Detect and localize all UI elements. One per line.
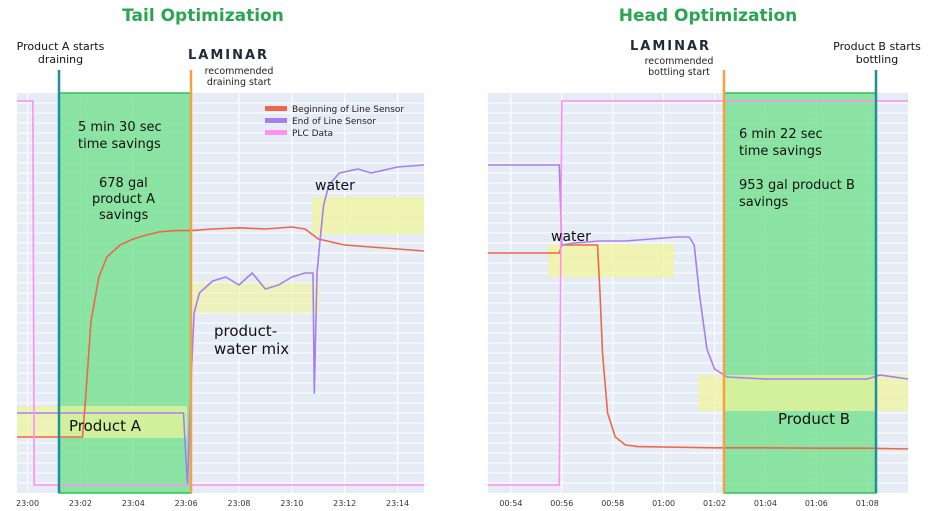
left-x-tick-label: 23:04 [122, 499, 145, 508]
right-savings-line2: time savings [739, 144, 822, 159]
left-water-highlight [312, 197, 424, 234]
right-panel-title: Head Optimization [618, 6, 798, 26]
left-x-tick-label: 23:00 [16, 499, 39, 508]
right-savings-line4: savings [739, 195, 789, 210]
legend-label-plc: PLC Data [292, 129, 333, 139]
left-x-tick-label: 23:14 [386, 499, 409, 508]
legend-swatch-begin [265, 106, 287, 111]
right-x-tick-label: 00:54 [499, 499, 522, 508]
left-x-tick-label: 23:06 [175, 499, 198, 508]
laminar-sub-right-line2: bottling start [648, 67, 710, 78]
right-chart: 00:54 00:56 00:58 01:00 01:02 01:04 01:06 01:08… [488, 70, 909, 508]
laminar-sub-left-line2: draining start [206, 77, 272, 88]
laminar-sub-left: recommended draining start [194, 66, 284, 88]
legend-swatch-plc [265, 130, 287, 135]
left-water-label: water [315, 178, 355, 194]
left-series-lines [17, 100, 425, 486]
right-water-highlight [548, 244, 674, 277]
right-product-highlight [698, 375, 908, 411]
product-a-starts-label: Product A starts draining [8, 40, 113, 66]
left-product-highlight [17, 406, 187, 438]
left-x-tick-label: 23:12 [333, 499, 356, 508]
right-series-plc-data [488, 100, 908, 486]
right-x-tick-label: 01:04 [754, 499, 777, 508]
right-water-label: water [551, 229, 591, 245]
product-b-starts-line2: bottling [855, 53, 899, 66]
right-x-axis: 00:54 00:56 00:58 01:00 01:02 01:04 01:06 01:08 [499, 499, 878, 508]
right-x-tick-label: 00:56 [550, 499, 573, 508]
product-b-starts-label: Product B starts bottling [822, 40, 932, 66]
left-savings-line5: savings [99, 208, 149, 223]
product-a-starts-line2: draining [37, 53, 84, 66]
left-product-label: Product A [69, 417, 142, 435]
right-product-label: Product B [778, 410, 850, 428]
right-series-lines [488, 100, 909, 486]
right-series-end-of-line-sensor [488, 164, 909, 380]
laminar-sub-right: recommended bottling start [634, 56, 724, 78]
right-x-tick-label: 01:08 [856, 499, 879, 508]
left-savings-line1: 5 min 30 sec [78, 120, 162, 135]
left-savings-line4: product A [92, 192, 155, 207]
left-mix-label-line2: water mix [214, 340, 289, 358]
product-b-starts-line1: Product B starts [833, 40, 921, 53]
left-x-tick-label: 23:10 [280, 499, 303, 508]
left-savings-line3: 678 gal [99, 176, 148, 191]
product-a-starts-line1: Product A starts [16, 40, 105, 53]
left-series-plc-data [17, 100, 424, 486]
left-series-beginning-of-line-sensor [17, 226, 425, 438]
left-legend: Beginning of Line Sensor End of Line Sen… [265, 105, 404, 139]
left-x-tick-label: 23:08 [227, 499, 250, 508]
left-panel-title: Tail Optimization [122, 6, 284, 26]
legend-swatch-end [265, 118, 287, 123]
legend-label-end: End of Line Sensor [292, 117, 376, 127]
right-savings-line3: 953 gal product B [739, 178, 855, 193]
left-x-tick-label: 23:02 [69, 499, 92, 508]
left-chart: 23:00 23:02 23:04 23:06 23:08 23:10 23:12 23:14… [16, 70, 425, 508]
laminar-sub-left-line1: recommended [204, 66, 274, 77]
right-x-tick-label: 00:58 [601, 499, 624, 508]
right-savings-zone [724, 93, 876, 493]
right-savings-line1: 6 min 22 sec [739, 127, 823, 142]
left-series-end-of-line-sensor [17, 164, 425, 486]
laminar-logo-right: LAMINAR [630, 39, 712, 54]
laminar-logo-left: LAMINAR [188, 48, 270, 63]
left-mix-label-line1: product- [214, 322, 277, 340]
right-x-tick-label: 01:06 [805, 499, 828, 508]
left-savings-line2: time savings [78, 137, 161, 152]
right-series-beginning-of-line-sensor [488, 244, 909, 450]
left-mix-highlight [193, 283, 320, 313]
right-x-tick-label: 01:00 [652, 499, 675, 508]
legend-label-begin: Beginning of Line Sensor [292, 105, 404, 115]
right-x-tick-label: 01:02 [703, 499, 726, 508]
laminar-sub-right-line1: recommended [644, 56, 714, 67]
left-x-axis: 23:00 23:02 23:04 23:06 23:08 23:10 23:12 23:14 [16, 499, 409, 508]
